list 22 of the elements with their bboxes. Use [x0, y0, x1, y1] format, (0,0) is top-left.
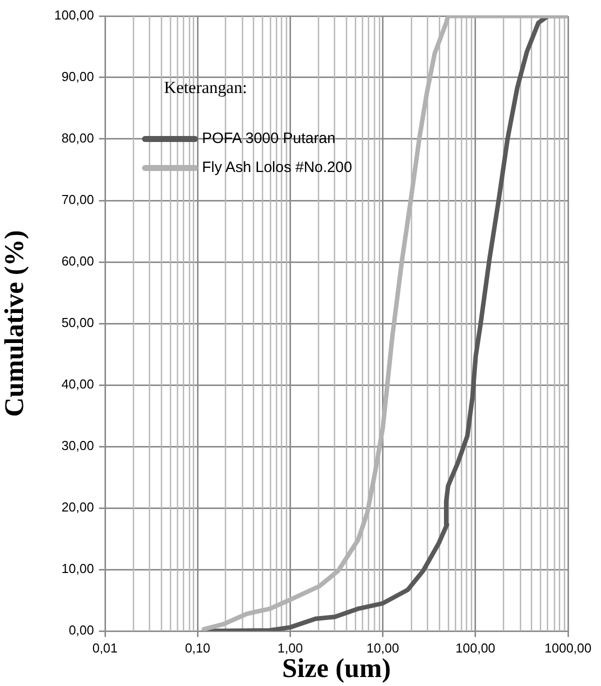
x-tick-label: 100,00: [456, 640, 496, 656]
y-tick-label: 40,00: [61, 376, 94, 392]
x-axis-title: Size (um): [282, 652, 391, 683]
y-tick-label: 70,00: [61, 192, 94, 208]
y-axis-title: Cumulative (%): [0, 230, 30, 417]
y-tick-label: 10,00: [61, 561, 94, 576]
y-tick-label: 0,00: [68, 622, 94, 638]
y-tick-label: 50,00: [61, 315, 94, 330]
x-tick-label: 1000,00: [544, 640, 592, 656]
x-tick-label: 0,10: [184, 640, 210, 656]
y-tick-label: 60,00: [61, 254, 94, 269]
legend-label: Fly Ash Lolos #No.200: [202, 159, 352, 176]
y-tick-label: 90,00: [61, 69, 94, 84]
x-tick-label: 1,00: [278, 640, 303, 656]
y-tick-label: 30,00: [61, 438, 94, 454]
y-tick-label: 100,00: [54, 8, 94, 23]
x-tick-label: 0,01: [92, 640, 118, 656]
y-tick-label: 20,00: [61, 500, 94, 515]
x-tick-label: 10,00: [366, 640, 400, 656]
legend-label: POFA 3000 Putaran: [202, 130, 336, 147]
y-tick-label: 80,00: [61, 130, 94, 146]
legend-title: Keterangan:: [164, 78, 248, 98]
